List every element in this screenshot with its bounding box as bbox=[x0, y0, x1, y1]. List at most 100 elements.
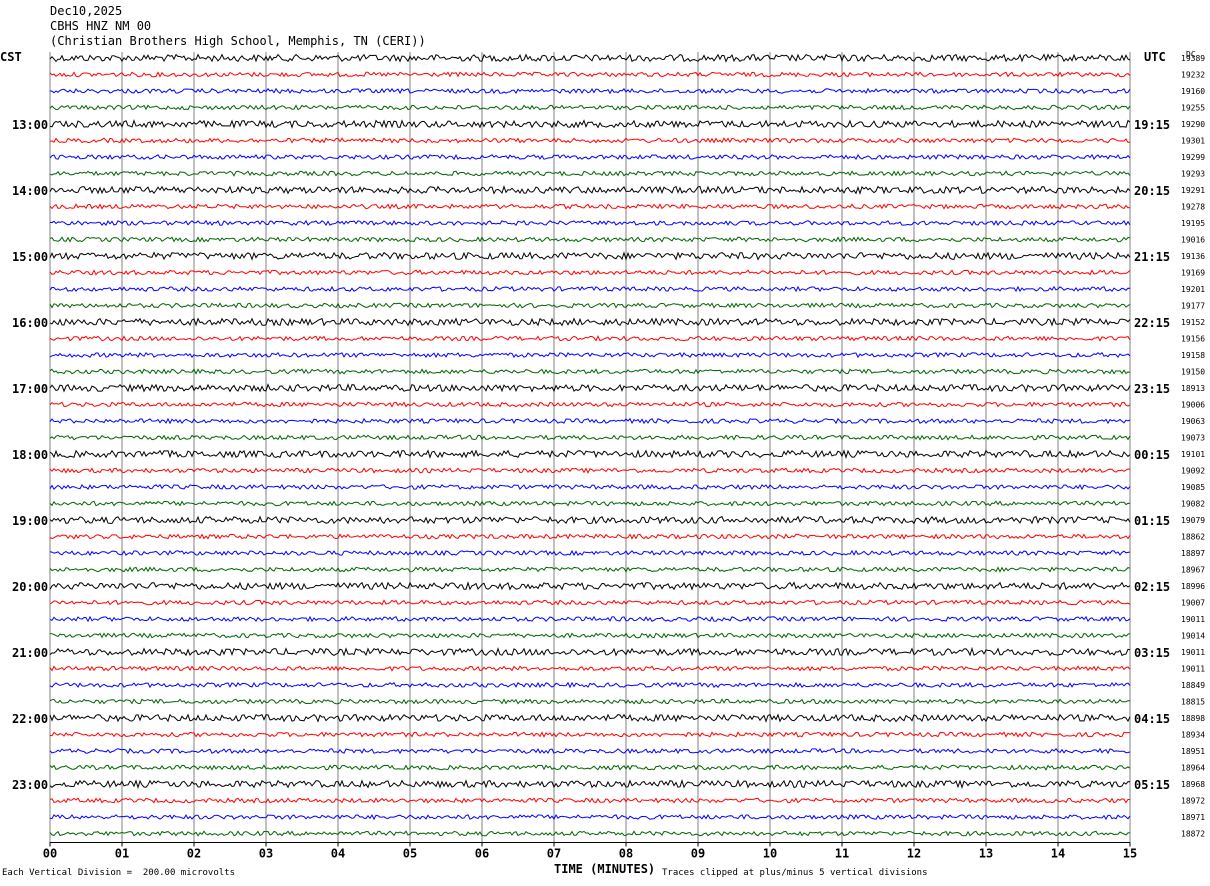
dc-offset-labels: 19389 19232 19160 19255 19290 19301 19299 19293… bbox=[1181, 54, 1205, 839]
utc-hour-label-2: 21:15 bbox=[1134, 250, 1170, 264]
trace-row-0 bbox=[49, 53, 1131, 63]
minute-grid bbox=[49, 52, 1131, 843]
cst-hour-labels: 13:00 14:00 15:00 16:00 17:00 18:00 19:00 20:00… bbox=[12, 118, 48, 792]
dc-header-label: DC bbox=[1186, 50, 1196, 59]
x-tick-labels: 00 01 02 03 04 05 06 07 08 09 10 11 12 13 14 15 bbox=[43, 842, 1137, 861]
trace-row-7 bbox=[49, 170, 1131, 177]
dc-offset-label-5: 19301 bbox=[1181, 137, 1205, 146]
scale-note: Each Vertical Division = 200.00 microvol… bbox=[2, 868, 235, 878]
utc-hour-labels: 19:15 20:15 21:15 22:15 23:15 00:15 01:15 02:15… bbox=[1134, 118, 1170, 792]
trace-row-44 bbox=[49, 779, 1131, 790]
dc-offset-label-32: 18996 bbox=[1181, 582, 1205, 591]
x-tick-label-0: 00 bbox=[43, 847, 57, 861]
trace-row-19 bbox=[49, 368, 1131, 375]
utc-hour-label-9: 04:15 bbox=[1134, 712, 1170, 726]
dc-offset-label-33: 19007 bbox=[1181, 599, 1205, 608]
utc-hour-label-5: 00:15 bbox=[1134, 448, 1170, 462]
dc-offset-label-24: 19101 bbox=[1181, 450, 1205, 459]
trace-row-25 bbox=[49, 467, 1131, 474]
dc-offset-label-29: 18862 bbox=[1181, 533, 1205, 542]
cst-hour-label-3: 16:00 bbox=[12, 316, 48, 330]
dc-offset-label-20: 18913 bbox=[1181, 384, 1205, 393]
x-tick-label-10: 10 bbox=[763, 847, 777, 861]
dc-offset-label-3: 19255 bbox=[1181, 104, 1205, 113]
trace-row-24 bbox=[49, 449, 1131, 460]
cst-hour-label-1: 14:00 bbox=[12, 184, 48, 198]
dc-offset-label-16: 19152 bbox=[1181, 318, 1205, 327]
date-label: Dec10,2025 bbox=[50, 4, 123, 18]
cst-hour-label-4: 17:00 bbox=[12, 382, 48, 396]
trace-row-34 bbox=[49, 615, 1131, 623]
cst-hour-label-10: 23:00 bbox=[12, 778, 48, 792]
dc-offset-label-40: 18898 bbox=[1181, 714, 1205, 723]
trace-row-2 bbox=[49, 87, 1131, 95]
cst-hour-label-5: 18:00 bbox=[12, 448, 48, 462]
trace-group bbox=[49, 53, 1131, 837]
trace-row-40 bbox=[49, 713, 1131, 723]
dc-offset-label-45: 18972 bbox=[1181, 797, 1205, 806]
trace-row-8 bbox=[49, 185, 1131, 196]
trace-row-13 bbox=[49, 269, 1131, 276]
trace-row-36 bbox=[49, 646, 1131, 657]
dc-offset-label-27: 19082 bbox=[1181, 500, 1205, 509]
clip-note: Traces clipped at plus/minus 5 vertical … bbox=[662, 868, 928, 878]
trace-row-37 bbox=[49, 665, 1131, 672]
trace-row-21 bbox=[49, 401, 1131, 408]
x-tick-label-14: 14 bbox=[1051, 847, 1065, 861]
dc-offset-label-7: 19293 bbox=[1181, 170, 1205, 179]
dc-offset-label-17: 19156 bbox=[1181, 335, 1205, 344]
dc-offset-label-39: 18815 bbox=[1181, 698, 1205, 707]
trace-row-42 bbox=[49, 747, 1131, 755]
x-tick-label-6: 06 bbox=[475, 847, 489, 861]
trace-row-23 bbox=[49, 434, 1131, 441]
x-tick-label-13: 13 bbox=[979, 847, 993, 861]
x-tick-label-2: 02 bbox=[187, 847, 201, 861]
trace-row-26 bbox=[49, 483, 1131, 491]
trace-row-32 bbox=[49, 581, 1131, 591]
trace-row-47 bbox=[49, 830, 1131, 837]
cst-hour-label-2: 15:00 bbox=[12, 250, 48, 264]
x-axis-title: TIME (MINUTES) bbox=[554, 862, 656, 876]
trace-row-15 bbox=[49, 302, 1131, 309]
dc-offset-label-25: 19092 bbox=[1181, 467, 1205, 476]
dc-offset-label-38: 18849 bbox=[1181, 681, 1205, 690]
dc-offset-label-37: 19011 bbox=[1181, 665, 1205, 674]
dc-offset-label-15: 19177 bbox=[1181, 302, 1205, 311]
dc-offset-label-0: 19389 bbox=[1181, 54, 1205, 63]
x-tick-label-15: 15 bbox=[1123, 847, 1137, 861]
dc-offset-label-11: 19016 bbox=[1181, 236, 1205, 245]
dc-offset-label-31: 18967 bbox=[1181, 566, 1205, 575]
trace-row-1 bbox=[49, 71, 1131, 78]
cst-hour-label-6: 19:00 bbox=[12, 514, 48, 528]
dc-offset-label-10: 19195 bbox=[1181, 219, 1205, 228]
dc-offset-label-26: 19085 bbox=[1181, 483, 1205, 492]
trace-row-6 bbox=[49, 153, 1131, 161]
dc-offset-label-41: 18934 bbox=[1181, 731, 1205, 740]
trace-row-35 bbox=[49, 632, 1131, 639]
trace-row-18 bbox=[49, 351, 1131, 359]
trace-row-43 bbox=[49, 764, 1131, 771]
cst-hour-label-8: 21:00 bbox=[12, 646, 48, 660]
trace-row-41 bbox=[49, 731, 1130, 738]
dc-offset-label-14: 19201 bbox=[1181, 285, 1205, 294]
trace-row-45 bbox=[49, 797, 1131, 804]
trace-row-12 bbox=[49, 251, 1131, 261]
trace-row-10 bbox=[49, 219, 1131, 227]
dc-offset-label-47: 18872 bbox=[1181, 830, 1205, 839]
trace-row-31 bbox=[49, 566, 1131, 573]
cst-hour-label-9: 22:00 bbox=[12, 712, 48, 726]
trace-row-46 bbox=[49, 813, 1131, 821]
trace-row-27 bbox=[49, 500, 1131, 507]
dc-offset-label-23: 19073 bbox=[1181, 434, 1205, 443]
dc-offset-label-1: 19232 bbox=[1181, 71, 1205, 80]
x-tick-label-8: 08 bbox=[619, 847, 633, 861]
trace-row-9 bbox=[49, 203, 1131, 210]
dc-offset-label-46: 18971 bbox=[1181, 813, 1205, 822]
x-tick-label-7: 07 bbox=[547, 847, 561, 861]
dc-offset-label-44: 18968 bbox=[1181, 780, 1205, 789]
x-tick-label-5: 05 bbox=[403, 847, 417, 861]
dc-offset-label-12: 19136 bbox=[1181, 252, 1205, 261]
dc-offset-label-30: 18897 bbox=[1181, 549, 1205, 558]
dc-offset-label-6: 19299 bbox=[1181, 153, 1205, 162]
right-timezone-label: UTC bbox=[1144, 50, 1166, 64]
